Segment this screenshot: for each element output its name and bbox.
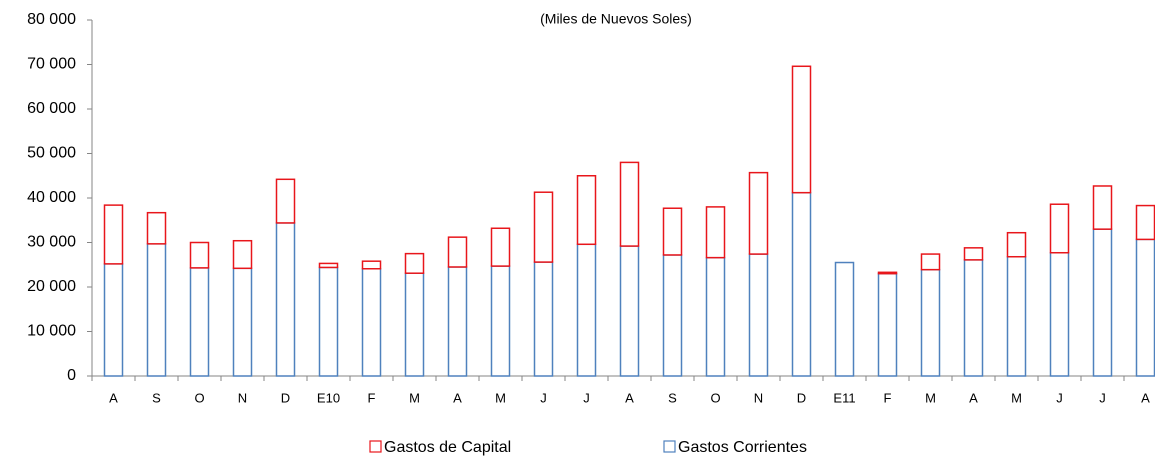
legend-swatch <box>663 440 676 453</box>
y-tick-label: 30 000 <box>27 234 76 251</box>
x-tick-label: E10 <box>317 390 340 405</box>
bar-segment <box>189 241 210 269</box>
bar-segment <box>576 243 597 377</box>
x-tick-label: J <box>1056 390 1063 405</box>
bar-segment <box>705 206 726 259</box>
bar-segment <box>1135 204 1155 241</box>
bar-segment <box>275 178 296 224</box>
bar-segment <box>404 252 425 274</box>
bar-segment <box>619 245 640 377</box>
bar-segment <box>447 236 468 268</box>
x-tick-label: E11 <box>833 390 855 405</box>
x-tick-label: M <box>925 390 936 405</box>
bar-segment <box>232 267 253 377</box>
y-tick-label: 70 000 <box>27 56 76 73</box>
legend-swatch <box>369 440 382 453</box>
bar-segment <box>1092 185 1113 230</box>
bar-segment <box>1006 255 1027 377</box>
y-tick-label: 50 000 <box>27 145 76 162</box>
bar-segment <box>361 268 382 377</box>
bar-segment <box>103 204 124 265</box>
bar-segment <box>963 247 984 261</box>
bar-segment <box>705 256 726 377</box>
bar-segment <box>361 260 382 270</box>
x-tick-label: A <box>625 390 634 405</box>
x-tick-label: A <box>109 390 118 405</box>
x-tick-label: O <box>194 390 204 405</box>
x-tick-label: N <box>754 390 763 405</box>
bar-segment <box>533 261 554 377</box>
bar-segment <box>146 243 167 377</box>
bar-segment <box>533 191 554 263</box>
bar-segment <box>275 222 296 377</box>
x-tick-label: N <box>238 390 247 405</box>
bar-segment <box>232 239 253 270</box>
x-tick-label: D <box>797 390 806 405</box>
y-tick-label: 0 <box>67 367 76 384</box>
bar-segment <box>877 271 898 275</box>
bar-segment <box>791 191 812 377</box>
bar-segment <box>791 65 812 194</box>
x-tick-label: J <box>540 390 547 405</box>
x-tick-label: S <box>152 390 161 405</box>
bar-segment <box>920 268 941 377</box>
x-tick-label: M <box>1011 390 1022 405</box>
bar-segment <box>318 262 339 269</box>
x-tick-label: A <box>1141 390 1150 405</box>
bar-segment <box>920 253 941 271</box>
bar-segment <box>103 263 124 377</box>
x-tick-label: M <box>495 390 506 405</box>
bar-segment <box>1049 251 1070 377</box>
bar-segment <box>1092 228 1113 377</box>
bar-segment <box>662 207 683 256</box>
y-tick-label: 40 000 <box>27 189 76 206</box>
bar-segment <box>404 272 425 377</box>
x-tick-label: S <box>668 390 677 405</box>
bar-segment <box>189 267 210 377</box>
bar-segment <box>1049 203 1070 254</box>
bar-segment <box>1135 238 1155 377</box>
bar-segment <box>490 265 511 377</box>
x-tick-label: F <box>884 390 892 405</box>
bar-segment <box>748 253 769 377</box>
bar-segment <box>576 175 597 246</box>
legend-label: Gastos Corrientes <box>678 439 807 456</box>
legend-label: Gastos de Capital <box>384 439 511 456</box>
x-tick-label: A <box>453 390 462 405</box>
y-tick-label: 20 000 <box>27 278 76 295</box>
bar-segment <box>146 211 167 245</box>
bar-segment <box>1006 231 1027 258</box>
y-tick-label: 60 000 <box>27 100 76 117</box>
x-tick-label: A <box>969 390 978 405</box>
bar-segment <box>619 161 640 247</box>
y-tick-label: 80 000 <box>27 11 76 28</box>
bar-segment <box>963 259 984 377</box>
bar-segment <box>662 254 683 377</box>
chart-subtitle: (Miles de Nuevos Soles) <box>540 11 692 27</box>
bar-segment <box>834 261 855 377</box>
bar-segment <box>318 266 339 377</box>
bar-segment <box>490 227 511 267</box>
bar-segment <box>877 272 898 377</box>
bar-segment <box>447 266 468 377</box>
x-tick-label: O <box>710 390 720 405</box>
x-tick-label: J <box>583 390 590 405</box>
bar-segment <box>748 171 769 255</box>
y-tick-label: 10 000 <box>27 323 76 340</box>
x-tick-label: J <box>1099 390 1106 405</box>
x-tick-label: M <box>409 390 420 405</box>
x-tick-label: F <box>368 390 376 405</box>
x-tick-label: D <box>281 390 290 405</box>
